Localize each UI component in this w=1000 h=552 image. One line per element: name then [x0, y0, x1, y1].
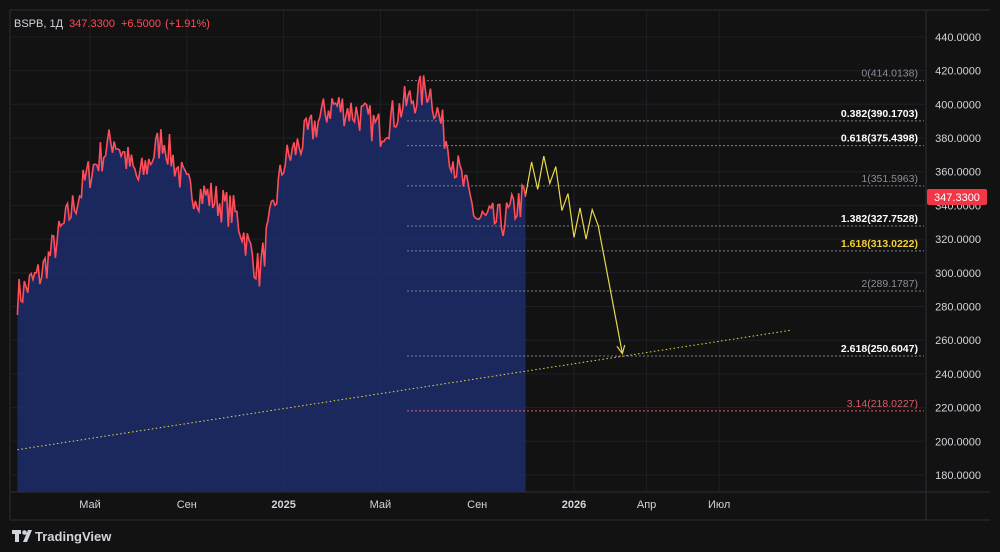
trendline[interactable]	[17, 329, 792, 451]
y-tick-label: 300.0000	[935, 268, 981, 280]
y-tick-label: 240.0000	[935, 369, 981, 381]
y-tick-label: 380.0000	[935, 133, 981, 145]
y-tick-label: 180.0000	[935, 470, 981, 482]
x-tick-label: Июл	[708, 499, 730, 511]
tradingview-branding[interactable]: TradingView	[12, 529, 112, 544]
x-tick-label: 2025	[271, 499, 295, 511]
price-area	[17, 75, 526, 493]
current-price-badge: 347.3300	[927, 188, 987, 205]
symbol-legend[interactable]: BSPB, 1Д 347.3300 +6.5000 (+1.91%)	[14, 18, 210, 30]
y-tick-label: 260.0000	[935, 335, 981, 347]
support-trendline[interactable]	[17, 329, 792, 451]
fib-level-label: 2.618(250.6047)	[841, 343, 918, 355]
current-price-label: 347.3300	[934, 192, 980, 204]
price-change-percent: (+1.91%)	[165, 18, 210, 30]
y-tick-label: 440.0000	[935, 32, 981, 44]
x-tick-label: Апр	[637, 499, 656, 511]
price-series-line	[16, 75, 527, 315]
y-tick-label: 400.0000	[935, 99, 981, 111]
symbol-name: BSPB	[14, 18, 43, 30]
fib-level-label: 1(351.5963)	[861, 173, 918, 185]
tradingview-wordmark: TradingView	[35, 529, 112, 544]
x-tick-label: Май	[79, 499, 101, 511]
fib-level-label: 0.382(390.1703)	[841, 108, 918, 120]
y-tick-label: 200.0000	[935, 436, 981, 448]
x-tick-label: Сен	[467, 499, 487, 511]
time-scale[interactable]: Май Сен 2025 Май Сен 2026 Апр Июл	[79, 499, 730, 511]
x-tick-label: 2026	[562, 499, 586, 511]
price-change: +6.5000	[121, 18, 161, 30]
fib-level-label: 3.14(218.0227)	[847, 398, 918, 410]
y-tick-label: 320.0000	[935, 234, 981, 246]
y-tick-label: 360.0000	[935, 167, 981, 179]
last-price: 347.3300	[69, 18, 115, 30]
tradingview-logo-icon	[12, 530, 32, 542]
y-tick-label: 420.0000	[935, 66, 981, 78]
projection-line[interactable]	[525, 155, 623, 354]
fib-level-label: 0(414.0138)	[861, 68, 918, 80]
price-line	[16, 75, 527, 315]
y-tick-label: 280.0000	[935, 302, 981, 314]
projection-path[interactable]	[525, 155, 626, 356]
y-tick-label: 220.0000	[935, 403, 981, 415]
fib-level-label: 1.618(313.0222)	[841, 238, 918, 250]
projection-arrowhead	[616, 344, 626, 356]
interval-label: 1Д	[49, 18, 63, 30]
fib-level-label: 2(289.1787)	[861, 278, 918, 290]
x-tick-label: Сен	[177, 499, 197, 511]
fibonacci-levels[interactable]: 0(414.0138) 0.382(390.1703) 0.618(375.4398…	[407, 68, 924, 412]
x-tick-label: Май	[370, 499, 392, 511]
fib-level-label: 1.382(327.7528)	[841, 213, 918, 225]
fib-level-label: 0.618(375.4398)	[841, 133, 918, 145]
price-area-fill	[17, 75, 526, 493]
